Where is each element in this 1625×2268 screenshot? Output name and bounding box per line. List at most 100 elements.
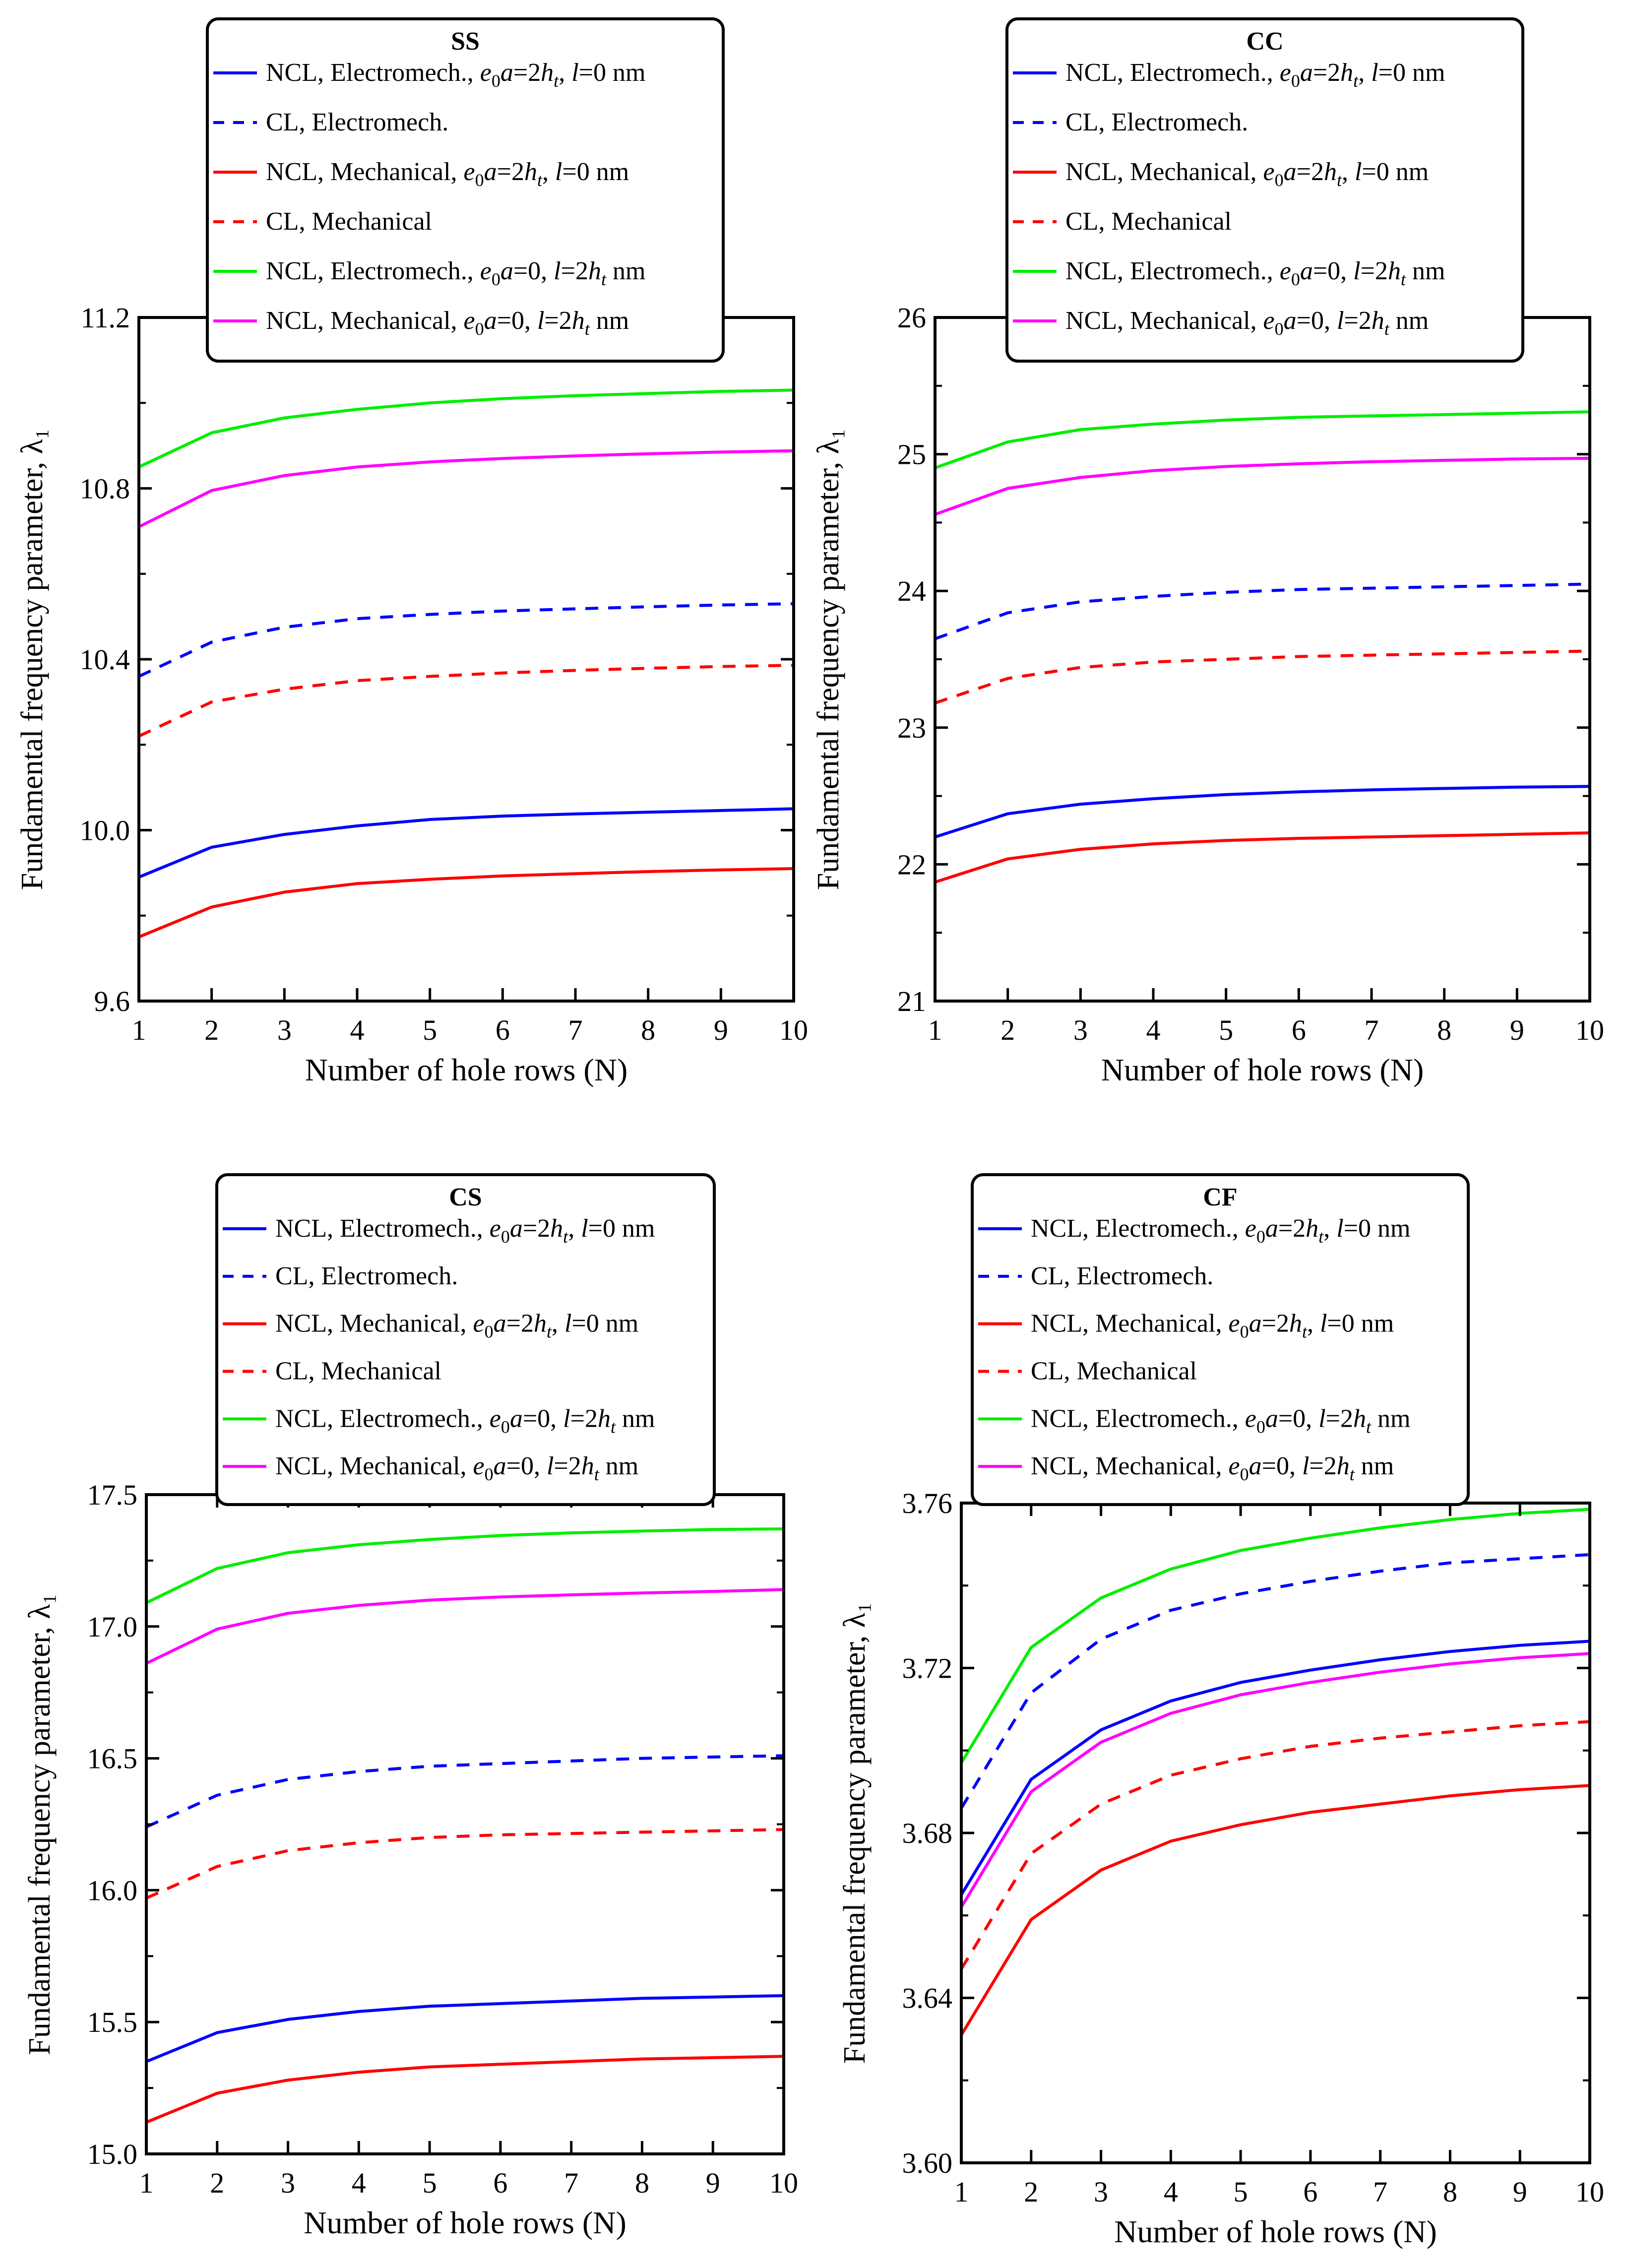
legend-entry-4: CL, Mechanical xyxy=(275,1357,441,1386)
series-line-1 xyxy=(138,807,794,879)
y-tick-label: 3.76 xyxy=(902,1487,953,1519)
series-line-1 xyxy=(960,1639,1590,1896)
series-line-4 xyxy=(145,1828,784,1900)
y-tick-label: 17.5 xyxy=(87,1479,138,1511)
x-tick-label: 4 xyxy=(1164,2176,1178,2208)
x-tick-label: 2 xyxy=(204,1014,219,1046)
x-tick-label: 8 xyxy=(641,1014,655,1046)
legend-box xyxy=(206,17,725,363)
series-line-5 xyxy=(934,410,1590,470)
x-tick-label: 7 xyxy=(568,1014,583,1046)
x-tick-label: 5 xyxy=(1219,1014,1233,1046)
chart-ss: 1 2 3 4 5 6 7 8 9 10 9.6 10.0 10.4 10.8 11.2 Number of … xyxy=(15,17,808,1087)
x-tick-label: 3 xyxy=(277,1014,292,1046)
series-line-1 xyxy=(935,785,1590,839)
y-axis-label: Fundamental frequency parameter, λ₁ xyxy=(812,429,845,890)
series-line-3 xyxy=(935,831,1590,884)
legend-entry-5: NCL, Electromech., e0a=0, l=2ht nm xyxy=(266,257,645,289)
x-axis-label: Number of hole rows (N) xyxy=(305,1052,628,1087)
y-tick-label: 10.4 xyxy=(80,643,130,676)
series-line-4 xyxy=(960,1720,1590,1970)
x-axis-label: Number of hole rows (N) xyxy=(1101,1052,1424,1087)
x-tick-label: 3 xyxy=(1094,2176,1108,2208)
y-tick-label: 15.5 xyxy=(87,2006,138,2038)
legend-entry-2: CL, Electromech. xyxy=(1065,108,1248,136)
y-tick-label: 11.2 xyxy=(81,302,130,334)
chart-cf: 1 2 3 4 5 6 7 8 9 10 3.60 3.64 3.68 3.72 3.76 Number of… xyxy=(838,1173,1604,2249)
x-tick-label: 4 xyxy=(1146,1014,1161,1046)
y-tick-label: 26 xyxy=(897,302,926,334)
x-tick-label: 3 xyxy=(1073,1014,1088,1046)
x-tick-label: 10 xyxy=(779,1014,808,1046)
series-line-6 xyxy=(138,449,794,528)
x-tick-label: 10 xyxy=(769,2167,798,2199)
y-tick-label: 17.0 xyxy=(87,1611,138,1643)
series-line-6 xyxy=(934,456,1590,516)
y-tick-label: 22 xyxy=(897,848,926,881)
x-tick-label: 5 xyxy=(423,1014,437,1046)
series-line-2 xyxy=(960,1553,1590,1809)
legend-entry-4: CL, Mechanical xyxy=(1031,1357,1197,1386)
legend-entry-1: NCL, Electromech., e0a=2ht, l=0 nm xyxy=(266,59,645,91)
y-tick-label: 3.68 xyxy=(902,1817,953,1849)
legend-box xyxy=(1005,17,1524,363)
x-tick-label: 7 xyxy=(1373,2176,1387,2208)
y-tick-label: 10.0 xyxy=(80,815,130,847)
x-tick-label: 4 xyxy=(350,1014,365,1046)
legend-entry-5: NCL, Electromech., e0a=0, l=2ht nm xyxy=(275,1404,655,1437)
y-tick-label: 3.64 xyxy=(902,1982,953,2015)
x-tick-label: 7 xyxy=(1365,1014,1379,1046)
legend-entry-6: NCL, Mechanical, e0a=0, l=2ht nm xyxy=(275,1452,638,1484)
x-axis-label: Number of hole rows (N) xyxy=(304,2205,626,2240)
chart-title: CC xyxy=(1246,27,1283,56)
legend-entry-3: NCL, Mechanical, e0a=2ht, l=0 nm xyxy=(266,158,629,190)
legend-entry-3: NCL, Mechanical, e0a=2ht, l=0 nm xyxy=(1031,1310,1394,1342)
x-tick-label: 9 xyxy=(1513,2176,1527,2208)
y-tick-label: 16.0 xyxy=(87,1874,138,1906)
x-tick-label: 6 xyxy=(493,2167,507,2199)
x-tick-label: 9 xyxy=(706,2167,720,2199)
legend-box xyxy=(215,1173,716,1506)
chart-title: CF xyxy=(1203,1183,1237,1211)
series-line-2 xyxy=(138,602,794,678)
series-line-6 xyxy=(960,1652,1590,1908)
x-tick-label: 8 xyxy=(1443,2176,1457,2208)
series-line-6 xyxy=(145,1588,784,1665)
legend-entry-4: CL, Mechanical xyxy=(266,207,432,236)
x-tick-label: 6 xyxy=(1292,1014,1306,1046)
series-line-1 xyxy=(145,1994,784,2063)
y-tick-label: 3.72 xyxy=(902,1652,953,1685)
x-tick-label: 1 xyxy=(139,2167,154,2199)
x-tick-label: 2 xyxy=(1000,1014,1015,1046)
legend-entry-6: NCL, Mechanical, e0a=0, l=2ht nm xyxy=(1065,307,1429,339)
legend-entry-3: NCL, Mechanical, e0a=2ht, l=0 nm xyxy=(1065,158,1429,190)
legend-entry-5: NCL, Electromech., e0a=0, l=2ht nm xyxy=(1065,257,1445,289)
plot-frame xyxy=(145,1493,785,2155)
x-tick-label: 6 xyxy=(496,1014,510,1046)
x-tick-label: 3 xyxy=(281,2167,295,2199)
chart-title: CS xyxy=(449,1183,482,1211)
plot-frame xyxy=(137,316,795,1003)
y-tick-label: 10.8 xyxy=(80,473,130,505)
legend-entry-1: NCL, Electromech., e0a=2ht, l=0 nm xyxy=(1065,59,1445,91)
legend-entry-4: CL, Mechanical xyxy=(1065,207,1232,236)
x-tick-label: 5 xyxy=(423,2167,437,2199)
y-tick-label: 15.0 xyxy=(87,2138,138,2170)
series-line-3 xyxy=(960,1784,1590,2036)
series-line-5 xyxy=(145,1527,784,1604)
x-tick-label: 1 xyxy=(928,1014,942,1046)
x-tick-label: 7 xyxy=(564,2167,578,2199)
x-tick-label: 6 xyxy=(1303,2176,1317,2208)
series-line-4 xyxy=(138,664,794,738)
x-tick-label: 8 xyxy=(1437,1014,1451,1046)
y-tick-label: 16.5 xyxy=(87,1743,138,1775)
y-tick-label: 24 xyxy=(897,575,926,607)
plot-frame xyxy=(960,1502,1591,2164)
x-tick-label: 4 xyxy=(352,2167,366,2199)
series-line-2 xyxy=(145,1754,784,1828)
series-line-2 xyxy=(934,582,1590,640)
legend-entry-2: CL, Electromech. xyxy=(266,108,448,136)
legend-entry-6: NCL, Mechanical, e0a=0, l=2ht nm xyxy=(266,307,629,339)
